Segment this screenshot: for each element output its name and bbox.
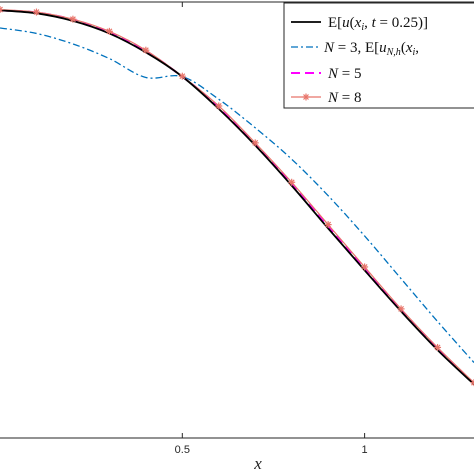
series-point: [178, 72, 186, 80]
series-point: [434, 343, 442, 351]
series-line-0: [0, 9, 474, 385]
series-point: [361, 263, 369, 271]
series-point: [215, 102, 223, 110]
series-point: [288, 178, 296, 186]
series-lines: [0, 8, 474, 385]
series-point: [470, 379, 474, 387]
series-line-1: [0, 27, 474, 363]
legend: E[u(xi, t = 0.25)] N = 3, E[uN,h(xi, N =…: [283, 2, 474, 109]
series-point: [324, 221, 332, 229]
x-axis-label: x: [253, 454, 262, 473]
x-tick-label: 1: [362, 444, 368, 456]
legend-label-n5: N = 5: [327, 66, 361, 82]
series-point: [0, 6, 4, 14]
series-point: [69, 15, 77, 23]
x-ticks: 0.5 1: [175, 2, 368, 456]
legend-label-exact: E[u(xi, t = 0.25)]: [328, 15, 428, 33]
series-point: [142, 46, 150, 54]
series-markers: [0, 6, 474, 387]
series-point: [105, 27, 113, 35]
plot-area: 0.5 1: [0, 1, 474, 456]
legend-label-n3: N = 3, E[uN,h(xi,: [323, 40, 419, 58]
series-point: [397, 305, 405, 313]
legend-label-n8: N = 8: [327, 90, 361, 106]
x-tick-label: 0.5: [175, 444, 190, 456]
legend-box: [283, 2, 474, 109]
legend-swatch-n8-marker: [302, 93, 310, 101]
series-point: [32, 8, 40, 16]
series-point: [251, 139, 259, 147]
series-line-3: [0, 8, 474, 384]
